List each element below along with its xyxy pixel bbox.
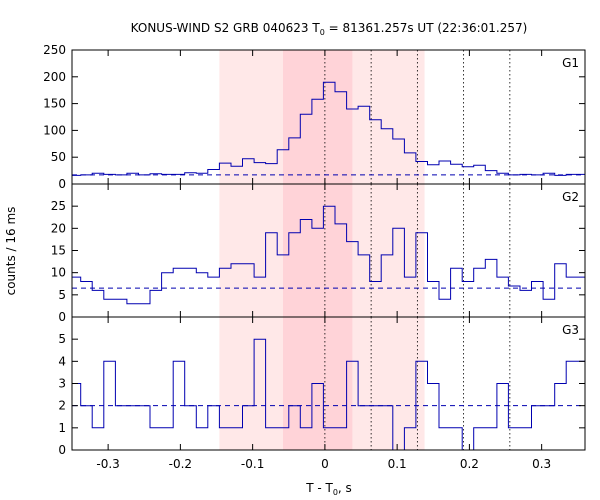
y-tick-label: 250 <box>43 43 66 57</box>
y-tick-label: 0 <box>58 310 66 324</box>
x-tick-label: 0.1 <box>388 457 407 471</box>
y-tick-label: 2 <box>58 399 66 413</box>
y-tick-label: 0 <box>58 443 66 457</box>
x-axis-label: T - T0, s <box>305 481 352 497</box>
chart-title: KONUS-WIND S2 GRB 040623 T0 = 81361.257s… <box>131 21 528 37</box>
y-tick-label: 50 <box>51 150 66 164</box>
y-tick-label: 15 <box>51 244 66 258</box>
y-tick-label: 4 <box>58 354 66 368</box>
x-tick-label: -0.3 <box>96 457 119 471</box>
panel-g3: 0 1 2 3 4 5 G3 <box>58 316 586 457</box>
panel-label: G3 <box>562 323 579 337</box>
y-tick-label: 150 <box>43 97 66 111</box>
x-tick-label: 0.2 <box>460 457 479 471</box>
panel-label: G1 <box>562 56 579 70</box>
histogram-series <box>72 81 585 176</box>
plot-panels: 0 50 100 150 200 250 G1 0 5 10 15 20 25 G2 0 1 2 3 4 5 G3 -0.… <box>43 43 586 471</box>
y-axis-label: counts / 16 ms <box>4 207 18 296</box>
x-tick-label: 0.3 <box>532 457 551 471</box>
y-tick-label: 25 <box>51 199 66 213</box>
histogram-series <box>72 338 585 451</box>
y-tick-label: 5 <box>58 288 66 302</box>
shaded-region-2 <box>282 50 353 184</box>
y-tick-label: 0 <box>58 177 66 191</box>
y-tick-label: 100 <box>43 123 66 137</box>
y-tick-label: 3 <box>58 377 66 391</box>
y-tick-label: 10 <box>51 266 66 280</box>
y-tick-label: 5 <box>58 332 66 346</box>
x-tick-label: -0.2 <box>169 457 192 471</box>
shaded-region-2 <box>282 184 353 317</box>
x-tick-label: 0 <box>321 457 329 471</box>
panel-g1: 0 50 100 150 200 250 G1 <box>43 43 586 191</box>
panel-label: G2 <box>562 190 579 204</box>
x-tick-label: -0.1 <box>241 457 264 471</box>
y-tick-label: 1 <box>58 421 66 435</box>
histogram-series <box>72 205 585 305</box>
y-tick-label: 200 <box>43 70 66 84</box>
panel-g2: 0 5 10 15 20 25 G2 <box>51 183 586 324</box>
y-tick-label: 20 <box>51 221 66 235</box>
